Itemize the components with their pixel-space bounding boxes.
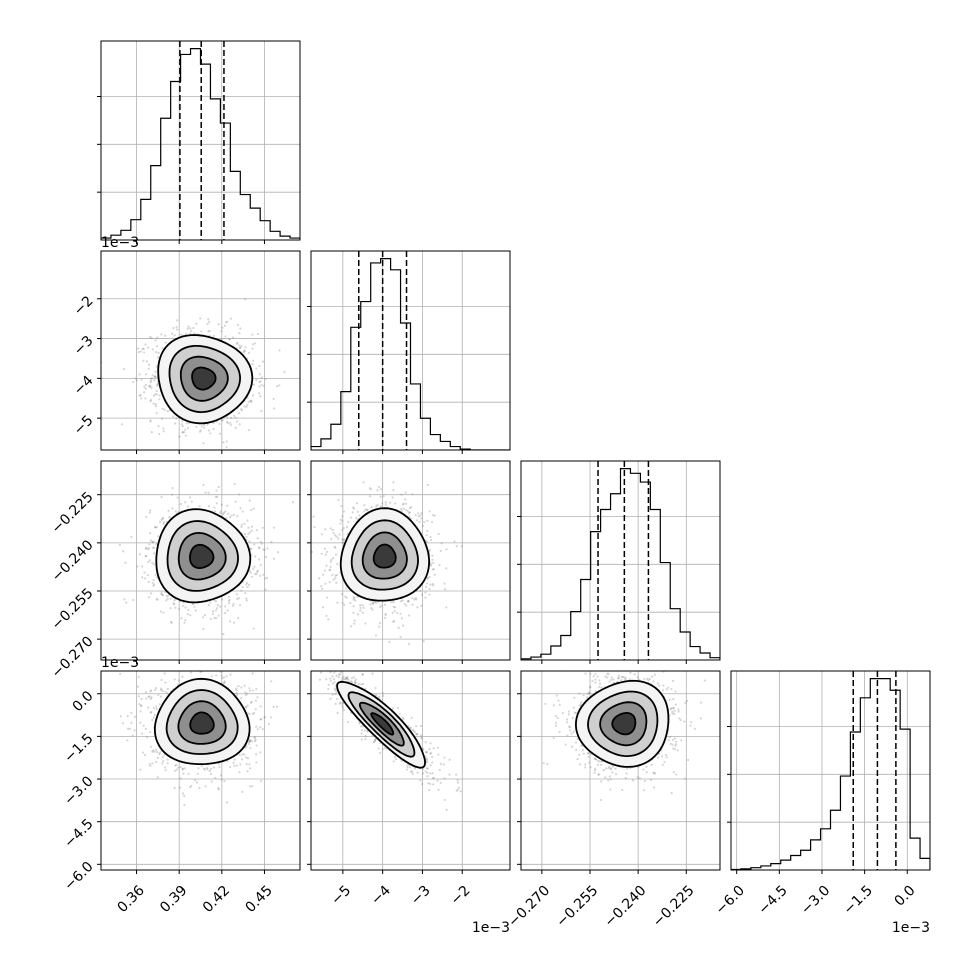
panel-3-0: 0.36 0.39 0.42 0.45 −6.0 −4.5 −3.0 −1.5 0.0 1e−3: [61, 655, 301, 916]
x-tick-label: −3.0: [798, 883, 833, 918]
contour-3-0-1: [177, 700, 227, 745]
panel-3-2: −0.270 −0.255 −0.240 −0.225: [505, 670, 721, 931]
x-tick-label: −4: [368, 882, 394, 908]
x-tick-label: −0.270: [505, 883, 553, 931]
y-tick-label: −4: [71, 373, 97, 399]
y-tick-label: −2: [71, 293, 97, 319]
y-offset-text: 1e−3: [101, 235, 139, 251]
contour-2-0-1: [177, 531, 227, 581]
y-tick-label: −0.240: [49, 537, 97, 585]
contour-2-1-3: [339, 507, 430, 602]
x-tick-label: −0.225: [650, 883, 698, 931]
contour-3-0-3: [154, 677, 251, 765]
contour-1-0-2: [168, 345, 242, 414]
contour-3-2-2: [587, 690, 659, 758]
y-tick-label: −3: [71, 333, 97, 359]
y-tick-label: −0.270: [49, 633, 97, 681]
histogram-step-1: [311, 258, 510, 450]
contour-1-0-1: [179, 355, 229, 402]
x-tick-label: 0.0: [892, 883, 919, 910]
x-tick-label: −1.5: [841, 883, 876, 918]
panel-1-0: −5 −4 −3 −2 1e−3: [71, 235, 301, 454]
contour-3-2-1: [599, 701, 648, 747]
x-offset-text: 1e−3: [892, 920, 930, 936]
y-tick-label: −4.5: [61, 816, 96, 851]
contour-1-0-0: [191, 366, 217, 391]
contour-3-1-0: [370, 712, 395, 736]
contour-3-1-3: [336, 680, 426, 769]
contour-3-2-0: [611, 712, 637, 736]
x-tick-label: −5: [328, 883, 354, 909]
panel-3-3: −6.0 −4.5 −3.0 −1.5 0.0 1e−3: [713, 670, 931, 936]
x-tick-label: −0.255: [553, 883, 601, 931]
histogram-step-0: [101, 48, 300, 240]
x-offset-text: 1e−3: [472, 920, 510, 936]
y-tick-label: −3.0: [61, 773, 96, 808]
histogram-step-2: [521, 468, 720, 660]
contour-2-1-0: [372, 543, 397, 569]
contour-2-1-1: [361, 531, 408, 580]
y-tick-label: −1.5: [61, 731, 96, 766]
x-tick-label: −3: [408, 883, 434, 909]
panel-2-2: [517, 460, 721, 664]
panel-2-1: [307, 460, 511, 664]
panel-0-0: [97, 40, 301, 244]
contour-3-0-2: [165, 689, 239, 755]
x-tick-label: −2: [448, 883, 474, 909]
y-tick-label: 0.0: [70, 688, 97, 715]
contour-2-1-2: [350, 519, 419, 591]
y-offset-text: 1e−3: [101, 655, 139, 671]
y-tick-label: −0.255: [49, 585, 97, 633]
x-tick-label: −0.240: [602, 883, 650, 931]
panel-2-0: −0.270−0.255−0.240−0.225: [49, 460, 301, 681]
contour-3-1-2: [347, 691, 416, 758]
contour-3-0-0: [189, 711, 215, 735]
x-tick-label: 0.45: [242, 883, 275, 916]
histogram-step-3: [731, 678, 930, 870]
x-tick-label: 0.42: [200, 883, 233, 916]
contour-2-0-0: [189, 543, 215, 569]
y-tick-label: −0.225: [49, 489, 97, 537]
contour-2-0-3: [155, 508, 252, 604]
panel-1-1: [307, 250, 511, 454]
y-tick-label: −5: [71, 413, 97, 439]
x-tick-label: 0.39: [157, 883, 190, 916]
contour-3-1-1: [359, 701, 405, 747]
panel-3-1: −5 −4 −3 −2 1e−3: [307, 670, 511, 936]
contour-1-0-3: [157, 334, 254, 425]
contour-3-2-3: [574, 679, 670, 768]
y-tick-label: −6.0: [61, 859, 96, 894]
x-tick-label: 0.36: [115, 882, 148, 915]
contour-2-0-2: [166, 520, 239, 592]
x-tick-label: −6.0: [713, 883, 748, 918]
x-tick-label: −4.5: [755, 883, 790, 918]
